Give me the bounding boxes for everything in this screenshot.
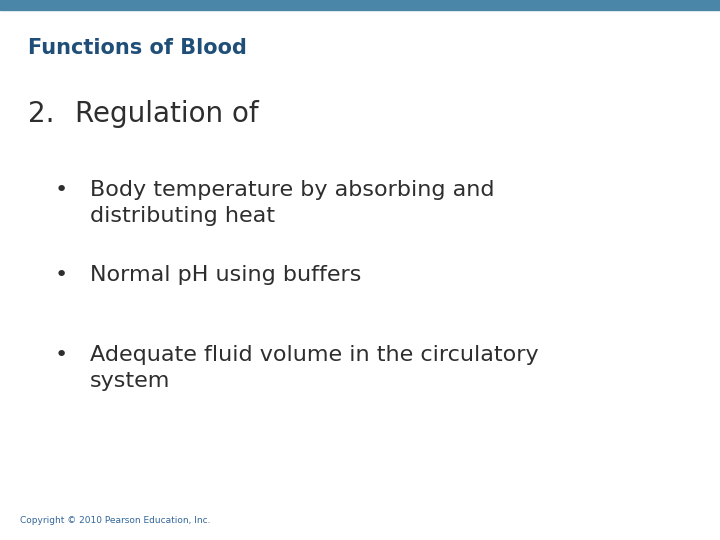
Text: Regulation of: Regulation of xyxy=(75,100,258,128)
Text: Copyright © 2010 Pearson Education, Inc.: Copyright © 2010 Pearson Education, Inc. xyxy=(20,516,210,525)
Text: Functions of Blood: Functions of Blood xyxy=(28,38,247,58)
Bar xyxy=(0,0,720,10)
Text: •: • xyxy=(55,265,68,285)
Text: Adequate fluid volume in the circulatory
system: Adequate fluid volume in the circulatory… xyxy=(90,345,539,390)
Text: •: • xyxy=(55,345,68,365)
Text: Body temperature by absorbing and
distributing heat: Body temperature by absorbing and distri… xyxy=(90,180,495,226)
Text: 2.: 2. xyxy=(28,100,55,128)
Text: •: • xyxy=(55,180,68,200)
Text: Normal pH using buffers: Normal pH using buffers xyxy=(90,265,361,285)
